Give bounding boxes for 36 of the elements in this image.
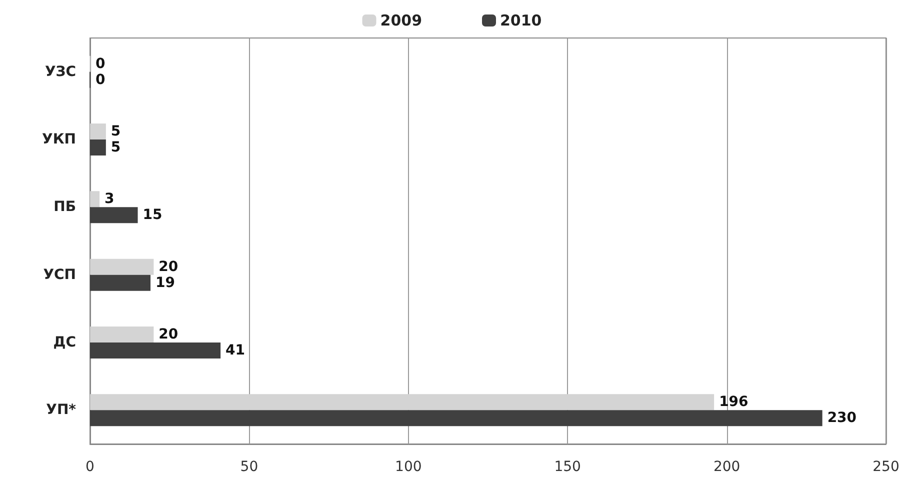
bar bbox=[90, 258, 154, 275]
x-tick-label: 200 bbox=[713, 459, 740, 475]
y-tick-label: ПБ bbox=[54, 199, 76, 216]
data-label: 196 bbox=[719, 394, 748, 410]
bar bbox=[90, 410, 822, 426]
legend-label: 2009 bbox=[380, 12, 422, 30]
y-tick-label: УЗС bbox=[44, 64, 76, 80]
legend-label: 2010 bbox=[500, 12, 542, 30]
data-label: 19 bbox=[155, 274, 175, 291]
x-tick-label: 150 bbox=[554, 459, 581, 475]
x-tick-label: 100 bbox=[395, 459, 422, 475]
x-tick-label: 0 bbox=[86, 459, 94, 475]
data-label: 20 bbox=[158, 258, 178, 275]
bar bbox=[90, 342, 221, 358]
bar bbox=[90, 394, 714, 410]
y-tick-label: УСП bbox=[43, 266, 76, 283]
bar bbox=[90, 207, 138, 224]
bar bbox=[90, 140, 106, 156]
x-tick-label: 50 bbox=[240, 459, 258, 475]
y-tick-label: УП* bbox=[46, 402, 77, 418]
bar bbox=[90, 191, 100, 208]
data-label: 0 bbox=[96, 56, 106, 72]
bar bbox=[90, 326, 154, 342]
x-tick-label: 250 bbox=[872, 459, 900, 475]
y-tick-label: УКП bbox=[42, 132, 76, 148]
bar bbox=[90, 274, 150, 291]
data-label: 0 bbox=[96, 72, 106, 88]
data-label: 3 bbox=[104, 191, 114, 208]
data-label: 230 bbox=[827, 410, 857, 426]
data-label: 5 bbox=[110, 124, 121, 140]
y-tick-label: ДС bbox=[53, 334, 76, 350]
data-label: 5 bbox=[110, 140, 121, 156]
data-label: 15 bbox=[142, 207, 162, 224]
data-label: 20 bbox=[158, 326, 178, 342]
data-label: 41 bbox=[226, 342, 246, 358]
bar bbox=[90, 124, 106, 140]
